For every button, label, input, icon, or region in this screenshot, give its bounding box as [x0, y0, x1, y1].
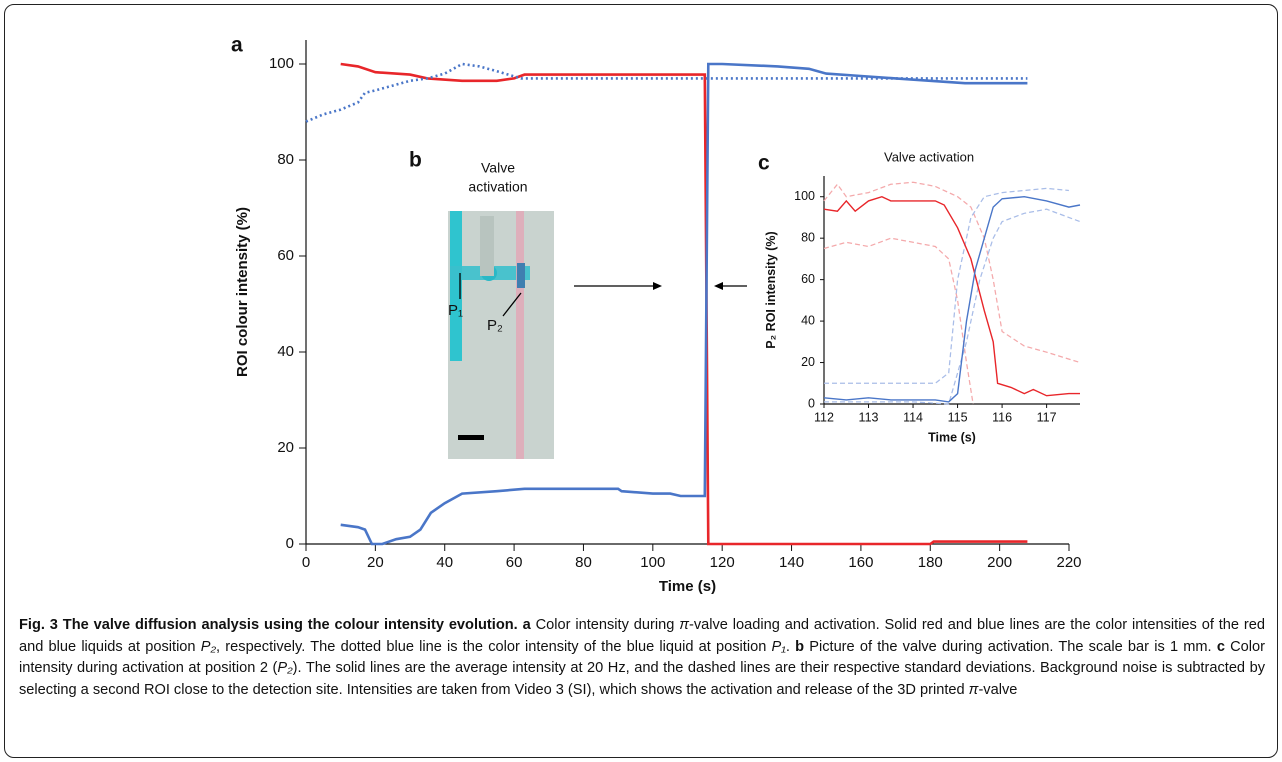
caption-text: -valve — [978, 681, 1018, 698]
caption-text: Color intensity during — [530, 617, 680, 633]
x-tick-label: 220 — [1056, 554, 1081, 571]
data-line — [823, 195, 1081, 403]
caption-text: , respectively. The dotted blue line is … — [216, 638, 772, 655]
valve-photo — [448, 211, 554, 459]
inset-title: activation — [468, 179, 527, 195]
inset-title: Valve — [481, 160, 515, 176]
x-tick-label: 0 — [302, 554, 310, 571]
data-line — [823, 181, 1081, 364]
x-axis-label: Time (s) — [928, 430, 976, 444]
x-tick-label: 200 — [987, 554, 1012, 571]
panel-label: b — [409, 149, 422, 172]
x-tick-label: 113 — [859, 410, 879, 424]
caption-text: c — [1216, 638, 1225, 655]
panel-label: c — [758, 152, 770, 175]
data-line — [824, 187, 1069, 384]
caption-text: P₁ — [771, 638, 786, 655]
point-label: P₂ — [487, 317, 503, 334]
x-tick-label: 115 — [948, 410, 968, 424]
caption-text: Color intensity during activation at pos… — [19, 638, 1266, 677]
y-tick-label: 100 — [794, 189, 815, 203]
caption-text: -valve loading and activation. Solid red… — [19, 617, 1266, 655]
x-tick-label: 80 — [575, 554, 592, 571]
y-tick-label: 40 — [277, 343, 294, 360]
y-axis-label: ROI colour intensity (%) — [234, 207, 251, 377]
y-tick-label: 20 — [801, 355, 815, 369]
y-tick-label: 0 — [286, 535, 294, 552]
caption-text: π — [968, 681, 979, 698]
data-line — [823, 195, 1080, 397]
y-tick-label: 80 — [277, 151, 294, 168]
point-label: P₁ — [448, 302, 463, 319]
x-tick-label: 117 — [1037, 410, 1057, 424]
caption-text: P₂ — [277, 660, 293, 676]
x-tick-label: 114 — [903, 410, 923, 424]
y-tick-label: 0 — [808, 396, 815, 410]
caption-text: b — [795, 638, 805, 655]
data-line — [340, 62, 1028, 546]
data-line — [305, 62, 1028, 123]
caption-text: . — [785, 638, 796, 655]
x-axis-label: Time (s) — [659, 578, 716, 595]
x-tick-label: 20 — [367, 554, 384, 571]
y-tick-label: 80 — [801, 230, 815, 244]
x-tick-label: 100 — [640, 554, 665, 571]
x-tick-label: 180 — [918, 554, 943, 571]
x-tick-label: 160 — [848, 554, 873, 571]
data-line — [340, 62, 1028, 546]
panel-label: a — [231, 34, 243, 57]
figure-frame: b Valve activation P₁ P₂ 0 20 40 60 80 100 120… — [4, 4, 1278, 758]
y-tick-label: 40 — [801, 313, 815, 327]
arrows — [574, 282, 747, 290]
x-tick-label: 140 — [779, 554, 804, 571]
figure: b Valve activation P₁ P₂ 0 20 40 60 80 100 120… — [231, 34, 1082, 595]
x-tick-label: 112 — [814, 410, 834, 424]
caption-text: P₂ — [200, 638, 217, 655]
caption-text: Fig. 3 The valve diffusion analysis usin… — [19, 617, 531, 633]
caption-text: ). The solid lines are the average inten… — [19, 660, 1265, 698]
data-line — [823, 237, 974, 405]
figure-content: b Valve activation P₁ P₂ 0 20 40 60 80 100 120… — [231, 34, 1082, 595]
y-tick-label: 100 — [269, 55, 294, 72]
x-tick-label: 40 — [436, 554, 453, 571]
caption-text: Picture of the valve during activation. … — [804, 638, 1217, 655]
y-tick-label: 60 — [277, 247, 294, 264]
caption: Fig. 3 The valve diffusion analysis usin… — [19, 615, 1265, 701]
y-tick-label: 20 — [277, 439, 294, 456]
chart-title: Valve activation — [884, 149, 974, 164]
data-line — [824, 208, 1081, 405]
x-tick-label: 116 — [992, 410, 1012, 424]
x-tick-label: 60 — [506, 554, 523, 571]
caption-text: π — [679, 617, 689, 633]
y-axis-label: P₂ ROI intensity (%) — [764, 231, 778, 348]
y-tick-label: 60 — [801, 272, 815, 286]
x-tick-label: 120 — [710, 554, 735, 571]
